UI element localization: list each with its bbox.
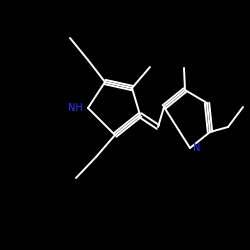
Text: N: N [193, 143, 200, 153]
Text: NH: NH [68, 103, 83, 113]
